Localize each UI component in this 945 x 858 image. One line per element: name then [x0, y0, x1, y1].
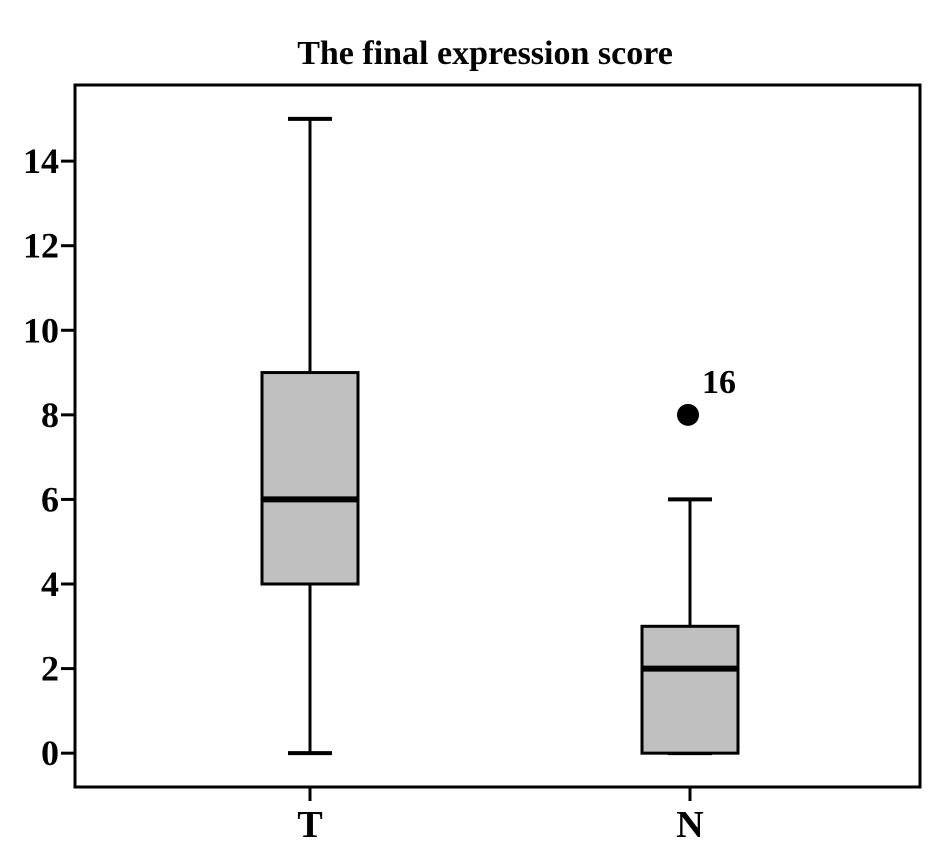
y-tick-label: 0	[41, 733, 59, 773]
box-iqr	[640, 624, 740, 755]
y-axis: 0 2 4 6 8 10 12 14	[23, 141, 75, 773]
x-tick-label: T	[297, 804, 322, 846]
plot-frame	[73, 83, 922, 789]
y-tick-label: 8	[41, 395, 59, 435]
outlier-point	[677, 403, 699, 426]
y-tick-label: 10	[23, 310, 59, 350]
box-series: 16	[260, 116, 740, 756]
chart-title: The final expression score	[297, 35, 673, 72]
x-tick-label: N	[676, 804, 703, 846]
box-T	[260, 116, 360, 756]
box-iqr	[260, 371, 360, 586]
y-tick-label: 12	[23, 226, 59, 266]
y-tick-label: 2	[41, 649, 59, 689]
y-tick-label: 14	[23, 141, 59, 181]
box-N: 16	[640, 364, 740, 756]
y-tick-label: 6	[41, 479, 59, 519]
y-tick-label: 4	[41, 564, 59, 604]
outlier-label: 16	[702, 364, 736, 401]
